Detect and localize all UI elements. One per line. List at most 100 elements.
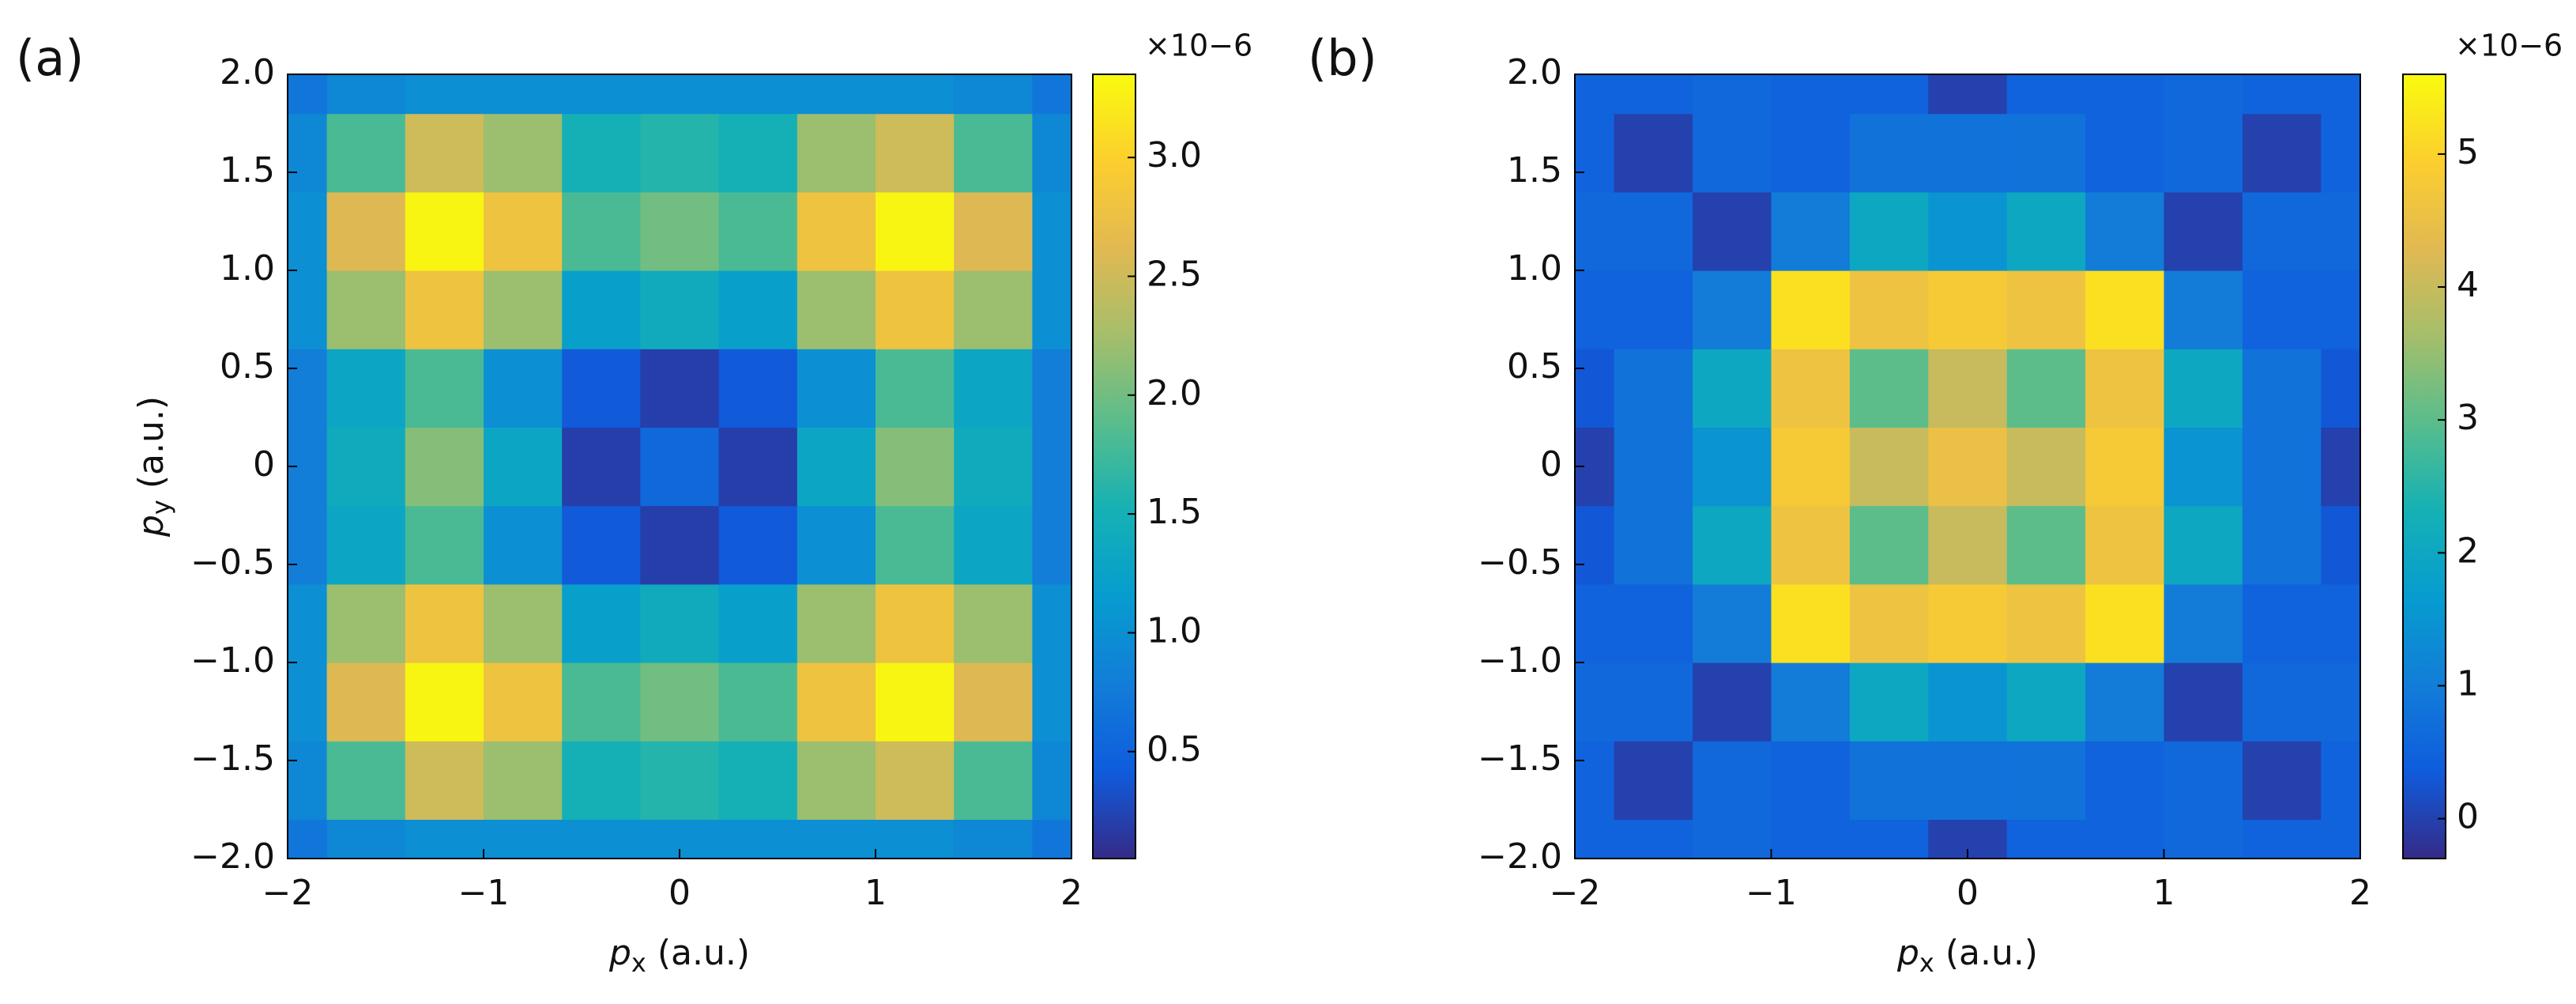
heat-cell bbox=[562, 74, 641, 115]
heat-cell bbox=[876, 819, 955, 859]
heat-cell bbox=[2321, 741, 2360, 820]
heat-cell bbox=[1771, 191, 1851, 271]
heat-cell bbox=[1693, 191, 1772, 271]
heat-cell bbox=[405, 270, 484, 349]
heat-cell bbox=[1771, 74, 1851, 115]
heat-cell bbox=[326, 349, 406, 428]
heat-cell bbox=[1928, 349, 2008, 428]
heat-cell bbox=[1032, 662, 1071, 742]
heat-cell bbox=[797, 741, 876, 820]
heat-cell bbox=[1575, 819, 1615, 859]
panel-label: (a) bbox=[16, 29, 84, 87]
heat-cell bbox=[876, 113, 955, 193]
heat-cell bbox=[954, 583, 1033, 663]
colorbar-tick-label: 2.0 bbox=[1147, 373, 1202, 413]
heat-cell bbox=[2085, 662, 2165, 742]
y-tick-label: 1.0 bbox=[220, 248, 275, 289]
heat-cell bbox=[1693, 819, 1772, 859]
heat-cell bbox=[2164, 349, 2243, 428]
heatmap bbox=[1575, 74, 2360, 859]
y-tick-label: 0.5 bbox=[1507, 346, 1562, 387]
heat-cell bbox=[640, 270, 720, 349]
heat-cell bbox=[2006, 583, 2086, 663]
heat-cell bbox=[1614, 662, 1693, 742]
heat-cell bbox=[405, 662, 484, 742]
heat-cell bbox=[1614, 583, 1693, 663]
axis-subscript: y bbox=[146, 500, 176, 515]
axis-symbol: p bbox=[608, 933, 631, 973]
heat-cell bbox=[1032, 741, 1071, 820]
heat-cell bbox=[1693, 270, 1772, 349]
heat-cell bbox=[2242, 270, 2322, 349]
heat-cell bbox=[2242, 191, 2322, 271]
heat-cell bbox=[288, 505, 328, 585]
heat-cell bbox=[326, 270, 406, 349]
heat-cell bbox=[954, 74, 1033, 115]
heat-cell bbox=[797, 74, 876, 115]
heat-cell bbox=[954, 113, 1033, 193]
heat-cell bbox=[2164, 113, 2243, 193]
panel-label: (b) bbox=[1308, 29, 1377, 87]
axis-subscript: x bbox=[631, 948, 646, 978]
axis-symbol: p bbox=[1896, 933, 1919, 973]
heat-cell bbox=[1614, 74, 1693, 115]
heat-cell bbox=[484, 270, 563, 349]
heat-cell bbox=[2242, 349, 2322, 428]
heat-cell bbox=[1771, 819, 1851, 859]
heat-cell bbox=[2006, 505, 2086, 585]
heat-cell bbox=[2242, 505, 2322, 585]
y-tick-label: −2.0 bbox=[1478, 836, 1562, 877]
heat-cell bbox=[2242, 427, 2322, 507]
heat-cell bbox=[1693, 349, 1772, 428]
heat-cell bbox=[2242, 113, 2322, 193]
heat-cell bbox=[2085, 505, 2165, 585]
heat-cell bbox=[876, 191, 955, 271]
colorbar-tick-label: 4 bbox=[2457, 265, 2479, 305]
heat-cell bbox=[1032, 74, 1071, 115]
heat-cell bbox=[954, 662, 1033, 742]
heat-cell bbox=[2321, 505, 2360, 585]
heat-cell bbox=[484, 662, 563, 742]
heat-cell bbox=[562, 662, 641, 742]
axis-subscript: x bbox=[1919, 948, 1934, 978]
heat-cell bbox=[1693, 505, 1772, 585]
heat-cell bbox=[2164, 427, 2243, 507]
heat-cell bbox=[1928, 270, 2008, 349]
heat-cell bbox=[876, 505, 955, 585]
heat-cell bbox=[1032, 113, 1071, 193]
heat-cell bbox=[288, 270, 328, 349]
colorbar-tick-label: 1.0 bbox=[1147, 610, 1202, 651]
heat-cell bbox=[1575, 113, 1615, 193]
heat-cell bbox=[2006, 191, 2086, 271]
heat-cell bbox=[1032, 191, 1071, 271]
heat-cell bbox=[1032, 819, 1071, 859]
y-tick-label: −0.5 bbox=[190, 542, 275, 583]
heat-cell bbox=[1575, 662, 1615, 742]
heat-cell bbox=[405, 505, 484, 585]
heat-cell bbox=[876, 270, 955, 349]
heat-cell bbox=[1575, 191, 1615, 271]
heat-cell bbox=[2321, 583, 2360, 663]
heat-cell bbox=[2164, 270, 2243, 349]
heat-cell bbox=[876, 427, 955, 507]
heat-cell bbox=[326, 741, 406, 820]
heat-cell bbox=[797, 819, 876, 859]
x-tick-label: 0 bbox=[668, 873, 691, 913]
colorbar-multiplier: ×10−6 bbox=[2455, 28, 2563, 63]
heat-cell bbox=[2164, 191, 2243, 271]
heat-cell bbox=[1614, 349, 1693, 428]
heat-cell bbox=[1575, 74, 1615, 115]
x-tick-label: −2 bbox=[1550, 873, 1601, 913]
heat-cell bbox=[288, 583, 328, 663]
heat-cell bbox=[1693, 583, 1772, 663]
heat-cell bbox=[562, 270, 641, 349]
heat-cell bbox=[2085, 583, 2165, 663]
heat-cell bbox=[1614, 113, 1693, 193]
heat-cell bbox=[1693, 74, 1772, 115]
y-tick-label: 0 bbox=[1540, 444, 1562, 485]
heat-cell bbox=[326, 583, 406, 663]
colorbar bbox=[2402, 74, 2446, 859]
heat-cell bbox=[1032, 505, 1071, 585]
heat-cell bbox=[484, 505, 563, 585]
heat-cell bbox=[326, 505, 406, 585]
